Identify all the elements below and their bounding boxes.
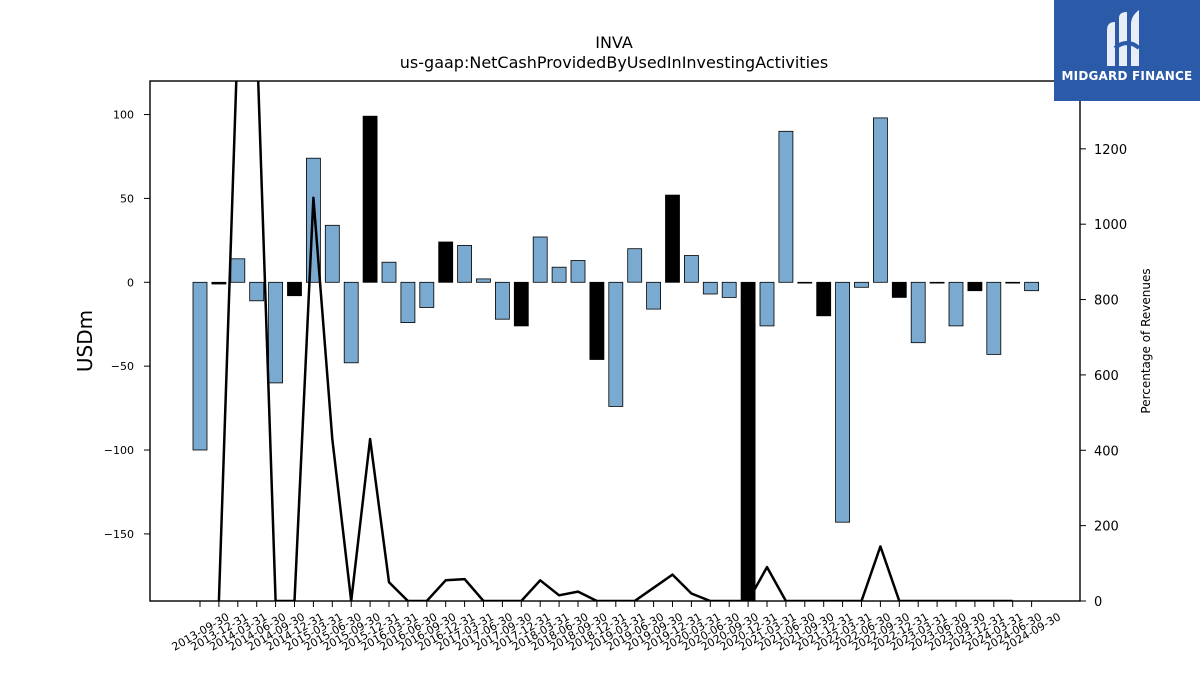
plot-frame xyxy=(149,80,1081,602)
percentage-line xyxy=(217,81,1013,601)
bar-2020-12-31 xyxy=(740,281,756,602)
bar-2016-06-30 xyxy=(400,281,416,323)
bar-2017-03-31 xyxy=(457,244,473,283)
x-axis: 2013-09-302013-12-312014-03-312014-06-30… xyxy=(170,601,1063,654)
bar-2023-09-30 xyxy=(948,281,964,327)
bar-2014-09-30 xyxy=(268,281,284,384)
bars-layer xyxy=(192,115,1039,602)
bar-2015-12-31 xyxy=(362,115,378,283)
bar-2020-03-31 xyxy=(684,255,699,283)
bar-2013-12-31 xyxy=(211,281,227,285)
chart-title-group: INVA us-gaap:NetCashProvidedByUsedInInve… xyxy=(400,33,828,72)
bar-2024-06-30 xyxy=(1005,281,1021,284)
bar-2018-06-30 xyxy=(551,266,567,283)
midgard-m-icon xyxy=(1107,10,1141,66)
bar-2016-12-31 xyxy=(438,241,454,283)
y2-tick-label: 1200 xyxy=(1094,143,1127,158)
bar-2024-03-31 xyxy=(986,281,1002,355)
y-tick-label: 50 xyxy=(120,192,134,205)
bar-2023-12-31 xyxy=(967,281,983,292)
bar-2021-06-30 xyxy=(778,130,794,283)
y-tick-label: −100 xyxy=(104,444,134,457)
bar-2017-06-30 xyxy=(476,278,491,283)
bar-2016-09-30 xyxy=(419,281,435,308)
bar-2015-06-30 xyxy=(324,224,340,283)
bar-2022-06-30 xyxy=(854,281,869,288)
bar-2013-09-30 xyxy=(192,281,208,451)
bar-2022-12-31 xyxy=(891,281,907,298)
bar-2018-09-30 xyxy=(570,260,586,283)
bar-2016-03-31 xyxy=(381,261,397,283)
y-axis-left: −150 −100 −50 0 50 100 xyxy=(104,109,150,541)
y2-tick-label: 400 xyxy=(1094,444,1119,459)
chart-subtitle: us-gaap:NetCashProvidedByUsedInInvesting… xyxy=(400,53,828,72)
y-tick-label: −50 xyxy=(111,360,134,373)
y-tick-label: 0 xyxy=(127,276,134,289)
bar-2023-03-31 xyxy=(910,281,926,344)
y-axis-label: USDm xyxy=(73,310,97,372)
bar-2024-09-30 xyxy=(1024,281,1039,292)
bar-2019-09-30 xyxy=(646,281,661,310)
bar-2021-03-31 xyxy=(759,281,775,327)
bar-2015-09-30 xyxy=(343,281,359,364)
y2-tick-label: 600 xyxy=(1094,369,1119,384)
bar-2018-03-31 xyxy=(532,236,548,283)
logo-text: MIDGARD FINANCE xyxy=(1061,69,1193,83)
bar-2022-03-31 xyxy=(835,281,850,523)
bar-2014-03-31 xyxy=(230,258,246,283)
bar-2017-09-30 xyxy=(494,281,510,320)
y-tick-label: −150 xyxy=(104,528,134,541)
y-axis-right: 0 200 400 600 800 1000 1200 xyxy=(1080,143,1127,610)
bar-2018-12-31 xyxy=(589,281,605,360)
bar-2014-06-30 xyxy=(249,281,265,302)
bar-2020-06-30 xyxy=(702,281,718,295)
y-tick-label: 100 xyxy=(113,109,134,122)
chart-title: INVA xyxy=(595,33,633,52)
bar-2019-03-31 xyxy=(608,281,624,407)
bar-2019-06-30 xyxy=(627,248,643,283)
bar-2021-12-31 xyxy=(816,281,832,317)
bar-2023-06-30 xyxy=(929,281,945,284)
y2-tick-label: 1000 xyxy=(1094,218,1127,233)
y2-tick-label: 800 xyxy=(1094,294,1119,309)
line-layer xyxy=(217,81,1013,601)
bar-2017-12-31 xyxy=(513,281,529,327)
bar-2022-09-30 xyxy=(873,117,888,283)
bar-2021-09-30 xyxy=(797,281,813,284)
bar-2014-12-31 xyxy=(287,281,302,297)
bar-2019-12-31 xyxy=(665,194,680,283)
y2-tick-label: 0 xyxy=(1094,595,1102,610)
y2-axis-label: Percentage of Revenues xyxy=(1139,268,1153,413)
bar-2020-09-30 xyxy=(721,281,737,298)
y2-tick-label: 200 xyxy=(1094,520,1119,535)
midgard-finance-logo: MIDGARD FINANCE xyxy=(1054,0,1200,101)
